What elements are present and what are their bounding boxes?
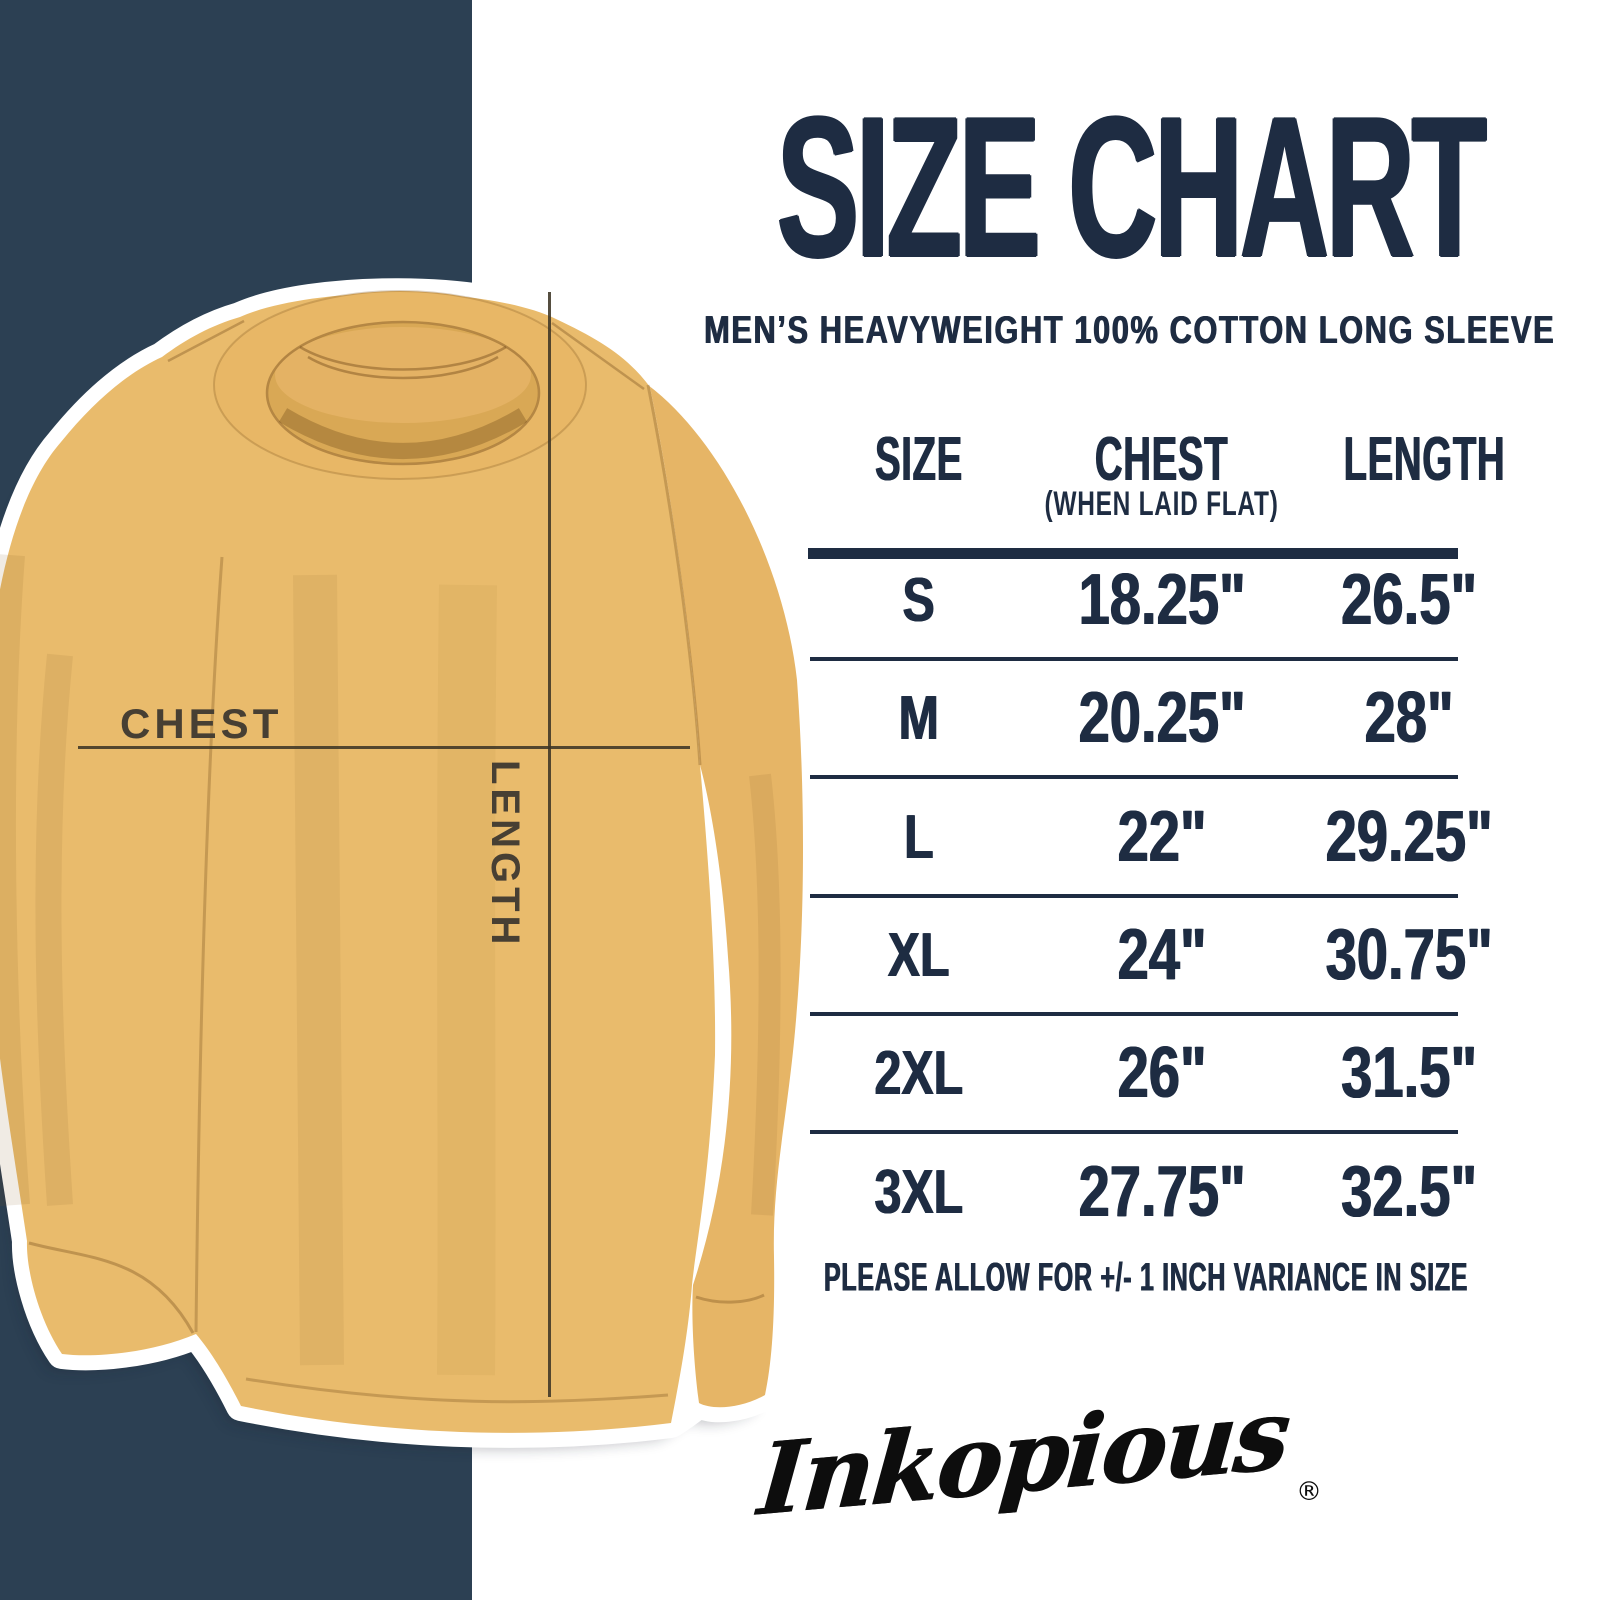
size-cell: S — [902, 565, 936, 635]
shirt-collar-back-panel — [275, 327, 531, 423]
row-divider — [810, 657, 1458, 661]
length-cell: 31.5" — [1341, 1033, 1477, 1113]
page-title-text: SIZE CHART — [776, 75, 1488, 299]
shirt-collar-seams — [265, 320, 541, 466]
table-row: L 22" 29.25" — [808, 778, 1524, 896]
chest-cell: 27.75" — [1078, 1152, 1246, 1232]
brand-logo: Inkopious ® — [754, 1362, 1322, 1552]
chest-cell: 24" — [1117, 915, 1207, 995]
row-divider — [810, 1130, 1458, 1134]
page-subtitle-text: MEN’S HEAVYWEIGHT 100% COTTON LONG SLEEV… — [704, 309, 1556, 352]
size-cell: XL — [888, 920, 950, 990]
shirt-body — [0, 293, 716, 1433]
shirt-seams — [0, 319, 781, 1404]
length-cell: 29.25" — [1325, 797, 1493, 877]
table-header-row: SIZE CHEST LENGTH — [808, 424, 1524, 494]
row-divider — [810, 775, 1458, 779]
length-cell: 32.5" — [1341, 1152, 1477, 1232]
chest-cell: 22" — [1117, 797, 1207, 877]
brand-logo-text: Inkopious — [753, 1375, 1293, 1539]
size-cell: 3XL — [874, 1157, 964, 1227]
chest-measure-label: CHEST — [120, 700, 283, 747]
length-measure-label: LENGTH — [483, 760, 527, 949]
length-cell: 26.5" — [1341, 560, 1477, 640]
shirt-photo — [0, 278, 819, 1449]
row-divider — [810, 1012, 1458, 1016]
col-header-size: SIZE — [875, 425, 963, 494]
table-header-rule — [808, 548, 1458, 559]
length-measure-line — [548, 292, 551, 1397]
length-cell: 30.75" — [1325, 915, 1493, 995]
size-cell: M — [898, 683, 940, 753]
chest-cell: 26" — [1117, 1033, 1207, 1113]
col-header-chest-note: (WHEN LAID FLAT) — [1044, 484, 1280, 523]
chest-cell: 18.25" — [1078, 560, 1246, 640]
table-row: S 18.25" 26.5" — [808, 541, 1524, 659]
table-row: 3XL 27.75" 32.5" — [808, 1133, 1524, 1251]
chest-cell: 20.25" — [1078, 678, 1246, 758]
table-row: 2XL 26" 31.5" — [808, 1014, 1524, 1132]
length-cell: 28" — [1364, 678, 1454, 758]
variance-note: PLEASE ALLOW FOR +/- 1 INCH VARIANCE IN … — [788, 1255, 1504, 1300]
shirt-right-sleeve — [648, 385, 804, 1408]
variance-note-text: PLEASE ALLOW FOR +/- 1 INCH VARIANCE IN … — [823, 1255, 1469, 1300]
table-row: M 20.25" 28" — [808, 659, 1524, 777]
size-cell: 2XL — [874, 1038, 964, 1108]
chest-measure-line — [78, 746, 690, 749]
page-title: SIZE CHART — [770, 76, 1490, 299]
table-row: XL 24" 30.75" — [808, 896, 1524, 1014]
registered-mark: ® — [1295, 1477, 1322, 1507]
col-header-chest: CHEST — [1095, 425, 1229, 494]
col-header-length: LENGTH — [1343, 425, 1506, 494]
page-subtitle: MEN’S HEAVYWEIGHT 100% COTTON LONG SLEEV… — [704, 305, 1554, 357]
row-divider — [810, 894, 1458, 898]
shirt-collar-shadow — [278, 408, 528, 459]
size-cell: L — [904, 802, 934, 872]
